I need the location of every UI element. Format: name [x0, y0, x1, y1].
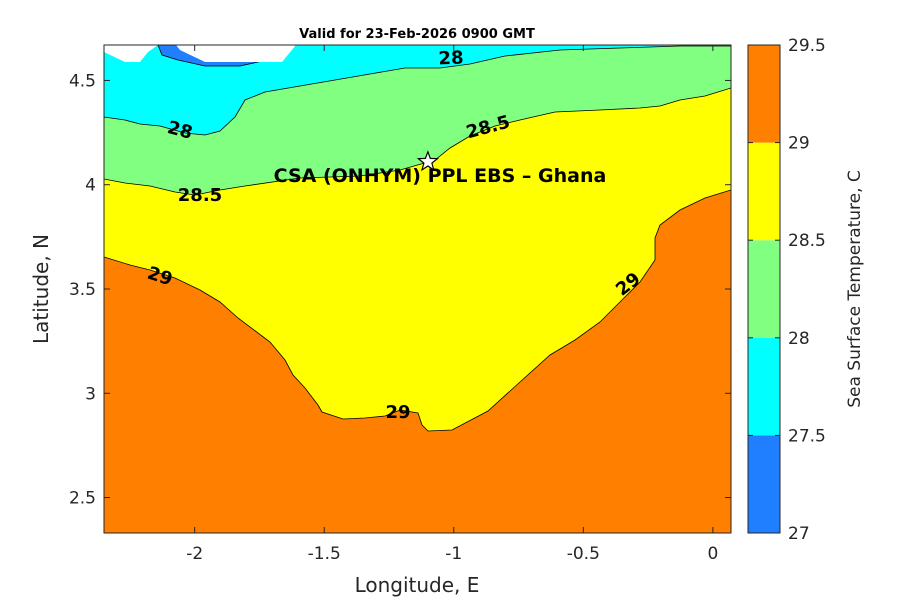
- colorbar-tick-label: 29.5: [788, 36, 826, 56]
- region-27.5-28: [104, 45, 731, 136]
- colorbar-label: Sea Surface Temperature, C: [845, 170, 865, 408]
- colorbar-tick-label: 29: [788, 134, 810, 154]
- y-axis-label: Latitude, N: [29, 234, 53, 344]
- y-axis: 2.5 3 3.5 4 4.5: [69, 71, 731, 509]
- colorbar-tick-label: 27.5: [788, 426, 826, 446]
- no-data-area-2: [176, 45, 296, 62]
- colorbar-tick-label: 28: [788, 329, 810, 349]
- contour-field: [104, 45, 731, 533]
- colorbar-frame: [747, 44, 781, 534]
- colorbar-segment: [748, 142, 780, 241]
- x-tick-label: -1: [445, 544, 462, 564]
- site-star-marker: [416, 150, 440, 172]
- colorbar-tick-label: 27: [788, 524, 810, 544]
- x-tick-label: 0: [707, 544, 718, 564]
- y-tick-label: 3.5: [69, 280, 96, 300]
- x-tick-label: -1.5: [308, 544, 341, 564]
- y-tick-label: 4.5: [69, 71, 96, 91]
- y-tick-label: 3: [85, 384, 96, 404]
- contour-label: 29: [385, 402, 410, 423]
- x-tick-label: -2: [186, 544, 203, 564]
- y-tick-label: 4: [85, 176, 96, 196]
- no-data-area-1: [104, 45, 158, 62]
- colorbar-tick-label: 28.5: [788, 231, 826, 251]
- x-tick-label: -0.5: [567, 544, 600, 564]
- colorbar-segment: [748, 240, 780, 338]
- contour-label: 28: [438, 48, 464, 70]
- colorbar-segment: [748, 337, 780, 436]
- colorbar: 27 27.5 28 28.5 29 29.5: [747, 36, 826, 544]
- contour-label: 28.5: [178, 185, 222, 206]
- colorbar-segment: [748, 435, 780, 533]
- colorbar-segment: [748, 45, 780, 143]
- chart-title: Valid for 23-Feb-2026 0900 GMT: [299, 27, 535, 42]
- x-axis: -2 -1.5 -1 -0.5 0: [186, 45, 718, 564]
- x-axis-label: Longitude, E: [355, 573, 480, 597]
- y-tick-label: 2.5: [69, 489, 96, 509]
- site-label: CSA (ONHYM) PPL EBS – Ghana: [274, 165, 607, 187]
